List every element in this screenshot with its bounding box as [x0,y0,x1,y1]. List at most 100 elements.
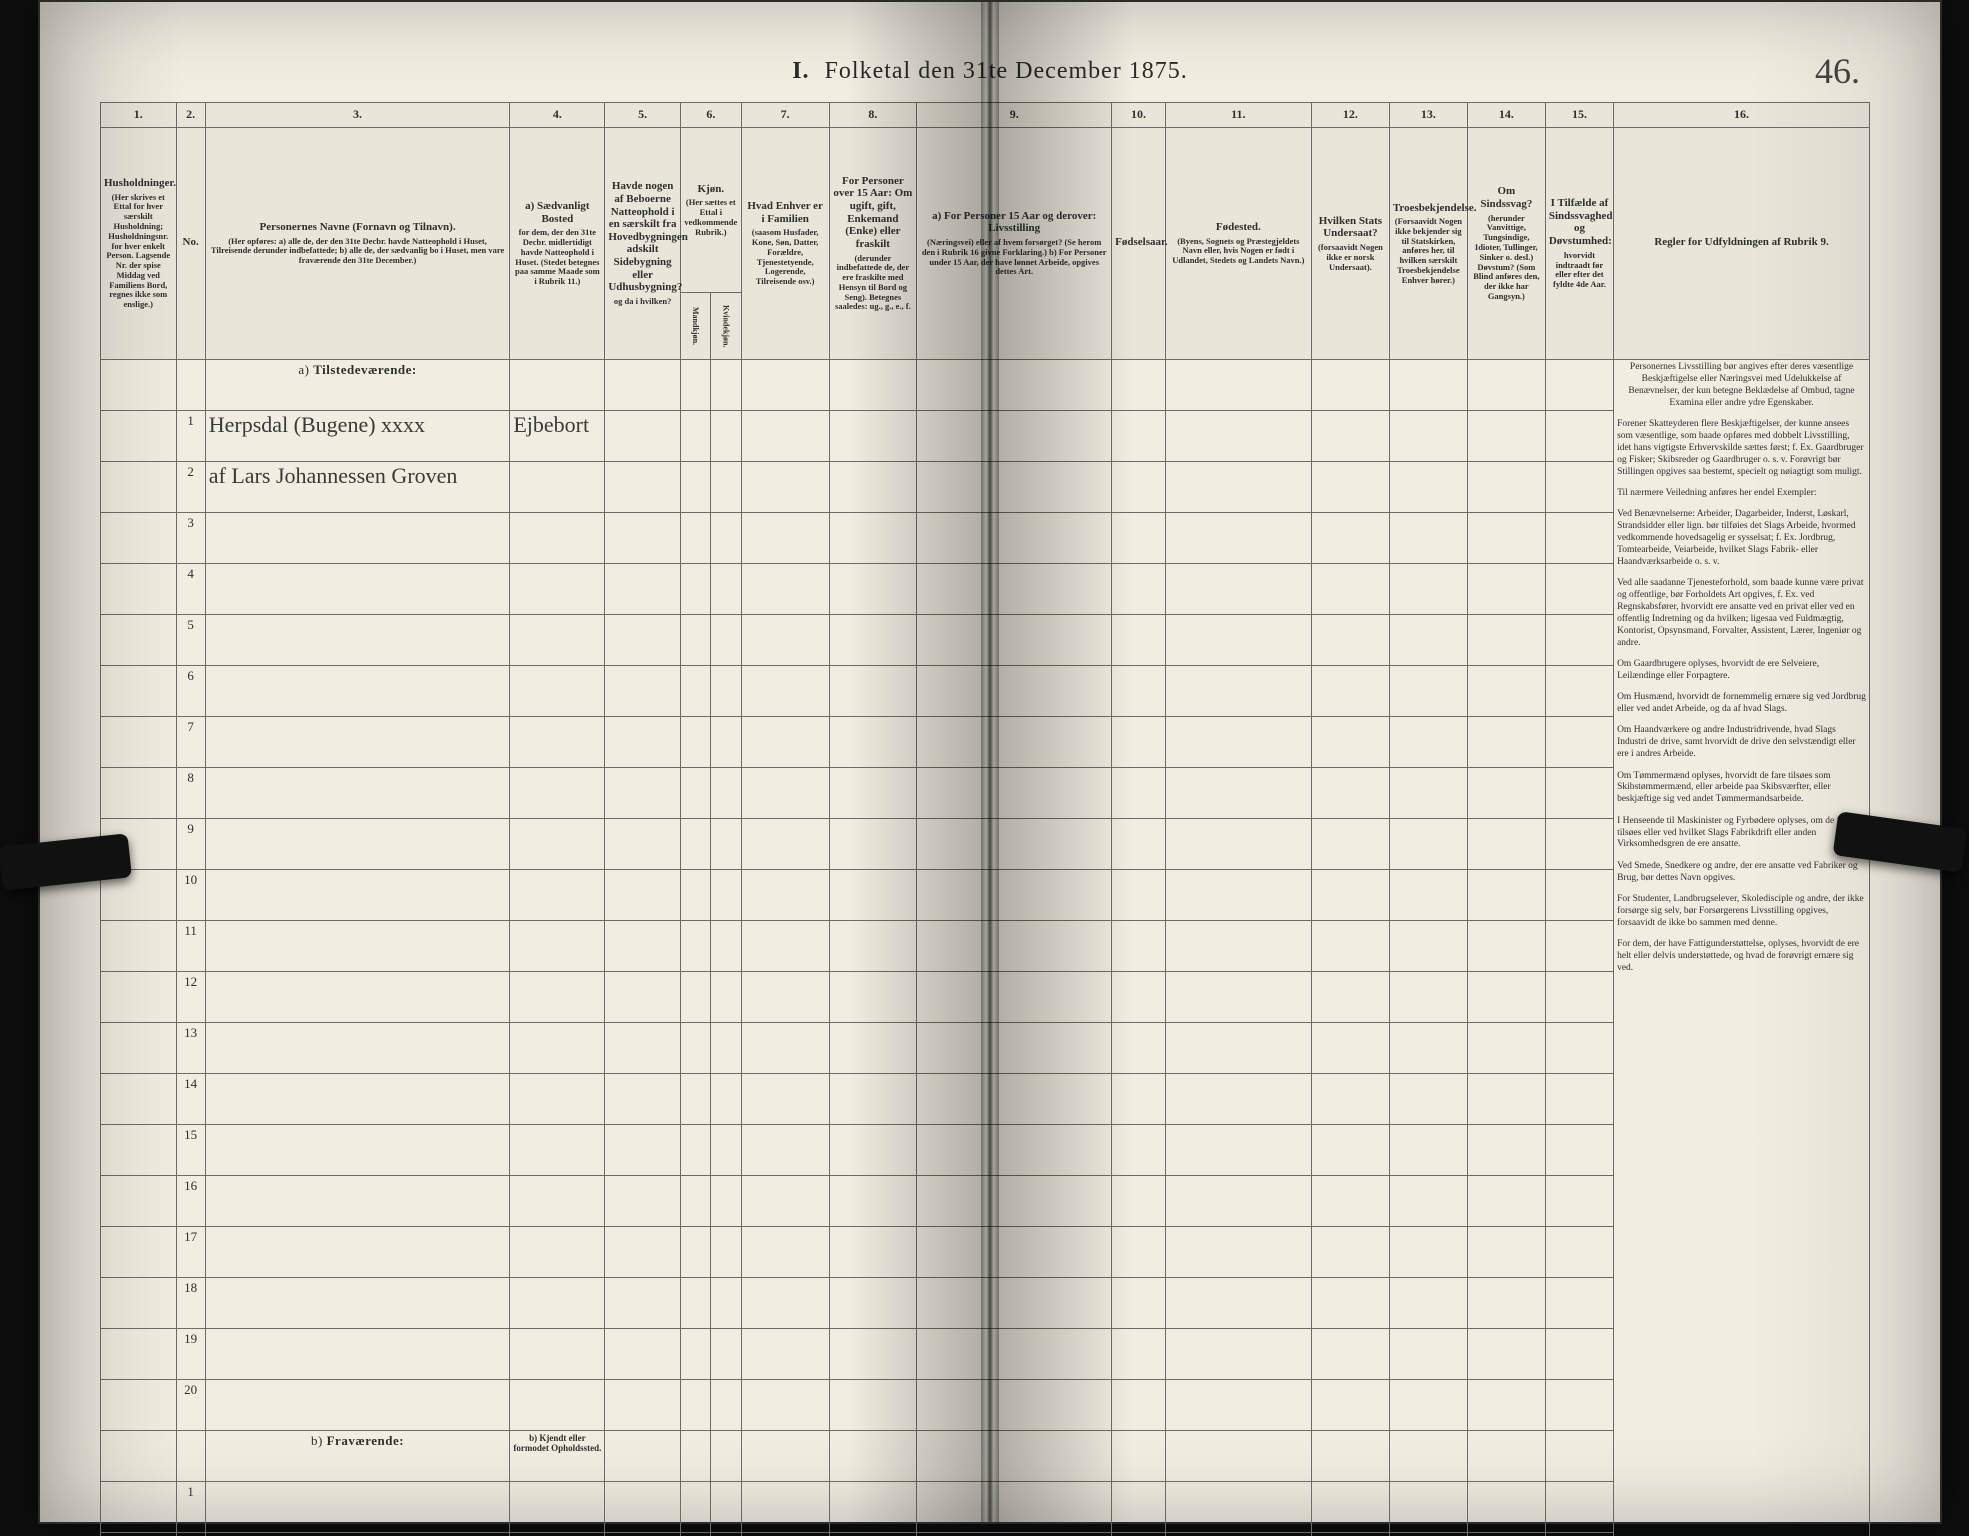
cell [1389,615,1467,666]
cell [1389,1278,1467,1329]
cell [1165,1278,1311,1329]
cell [741,870,829,921]
cell [829,564,917,615]
cell [741,666,829,717]
cell [605,972,681,1023]
cell-bosted [510,666,605,717]
cell [1112,921,1166,972]
cell [711,666,741,717]
cell [741,1023,829,1074]
cell [1112,1380,1166,1431]
cell-name [205,1023,510,1074]
cell [605,1533,681,1536]
cell-name [205,666,510,717]
cell [1311,1533,1389,1536]
cell [680,513,710,564]
cell [1545,615,1613,666]
cell [605,1023,681,1074]
cell [101,1482,177,1533]
cell-name [205,1227,510,1278]
cell [1467,819,1545,870]
cell-person-no: 18 [176,1278,205,1329]
column-number: 7. [741,103,829,128]
cell [1311,819,1389,870]
column-header: a) Sædvanligt Bostedfor dem, der den 31t… [510,128,605,360]
cell-name [205,768,510,819]
cell-name [205,717,510,768]
cell [1112,360,1166,411]
cell [680,972,710,1023]
cell [1389,1074,1467,1125]
column-header: a) For Personer 15 Aar og derover: Livss… [917,128,1112,360]
cell [680,717,710,768]
cell [680,1329,710,1380]
cell [510,1482,605,1533]
column-number: 5. [605,103,681,128]
cell [917,768,1112,819]
cell [1467,1023,1545,1074]
cell-person-no: 2 [176,1533,205,1536]
cell [1165,1329,1311,1380]
cell [829,1533,917,1536]
cell [711,1533,741,1536]
cell [1545,1329,1613,1380]
cell [680,1533,710,1536]
cell-bosted [510,921,605,972]
cell [1467,1125,1545,1176]
heading-text: Folketal den 31te December 1875. [825,58,1188,84]
column-number: 4. [510,103,605,128]
cell-name: af Lars Johannessen Groven [205,462,510,513]
cell [1165,1125,1311,1176]
cell [741,1533,829,1536]
cell-person-no: 5 [176,615,205,666]
cell [1165,819,1311,870]
cell [1389,717,1467,768]
cell [1545,1278,1613,1329]
cell [1545,1227,1613,1278]
cell [711,462,741,513]
column-header: Hvilken Stats Undersaat?(forsaavidt Noge… [1311,128,1389,360]
cell [605,666,681,717]
column-number: 3. [205,103,510,128]
cell [680,1482,710,1533]
cell [605,1431,681,1482]
column-number: 1. [101,103,177,128]
cell [1112,1227,1166,1278]
heading-roman: I. [792,58,809,84]
cell [711,768,741,819]
cell [1545,768,1613,819]
cell-hushold [101,1278,177,1329]
cell [1112,768,1166,819]
cell [1165,1074,1311,1125]
cell-name: Herpsdal (Bugene) xxxx [205,411,510,462]
cell [1389,1227,1467,1278]
cell [711,1176,741,1227]
cell-name [205,513,510,564]
cell [829,411,917,462]
column-number: 11. [1165,103,1311,128]
cell [605,1074,681,1125]
cell-col4-absent-header: b) Kjendt eller formodet Opholdssted. [510,1431,605,1482]
cell [1545,1176,1613,1227]
cell [1311,1431,1389,1482]
cell [1311,1125,1389,1176]
cell-person-no: 4 [176,564,205,615]
cell [1311,666,1389,717]
cell [1165,1533,1311,1536]
cell [711,972,741,1023]
cell-hushold [101,462,177,513]
cell-bosted: Ejbebort [510,411,605,462]
cell [917,921,1112,972]
cell-bosted [510,1176,605,1227]
cell [1165,462,1311,513]
cell [1545,1380,1613,1431]
cell [605,615,681,666]
cell [680,1125,710,1176]
column-header: Fødested.(Byens, Sognets og Præstegjelde… [1165,128,1311,360]
cell [917,462,1112,513]
cell [680,360,710,411]
cell [1467,360,1545,411]
cell [1389,1533,1467,1536]
cell [605,564,681,615]
cell [1389,1380,1467,1431]
